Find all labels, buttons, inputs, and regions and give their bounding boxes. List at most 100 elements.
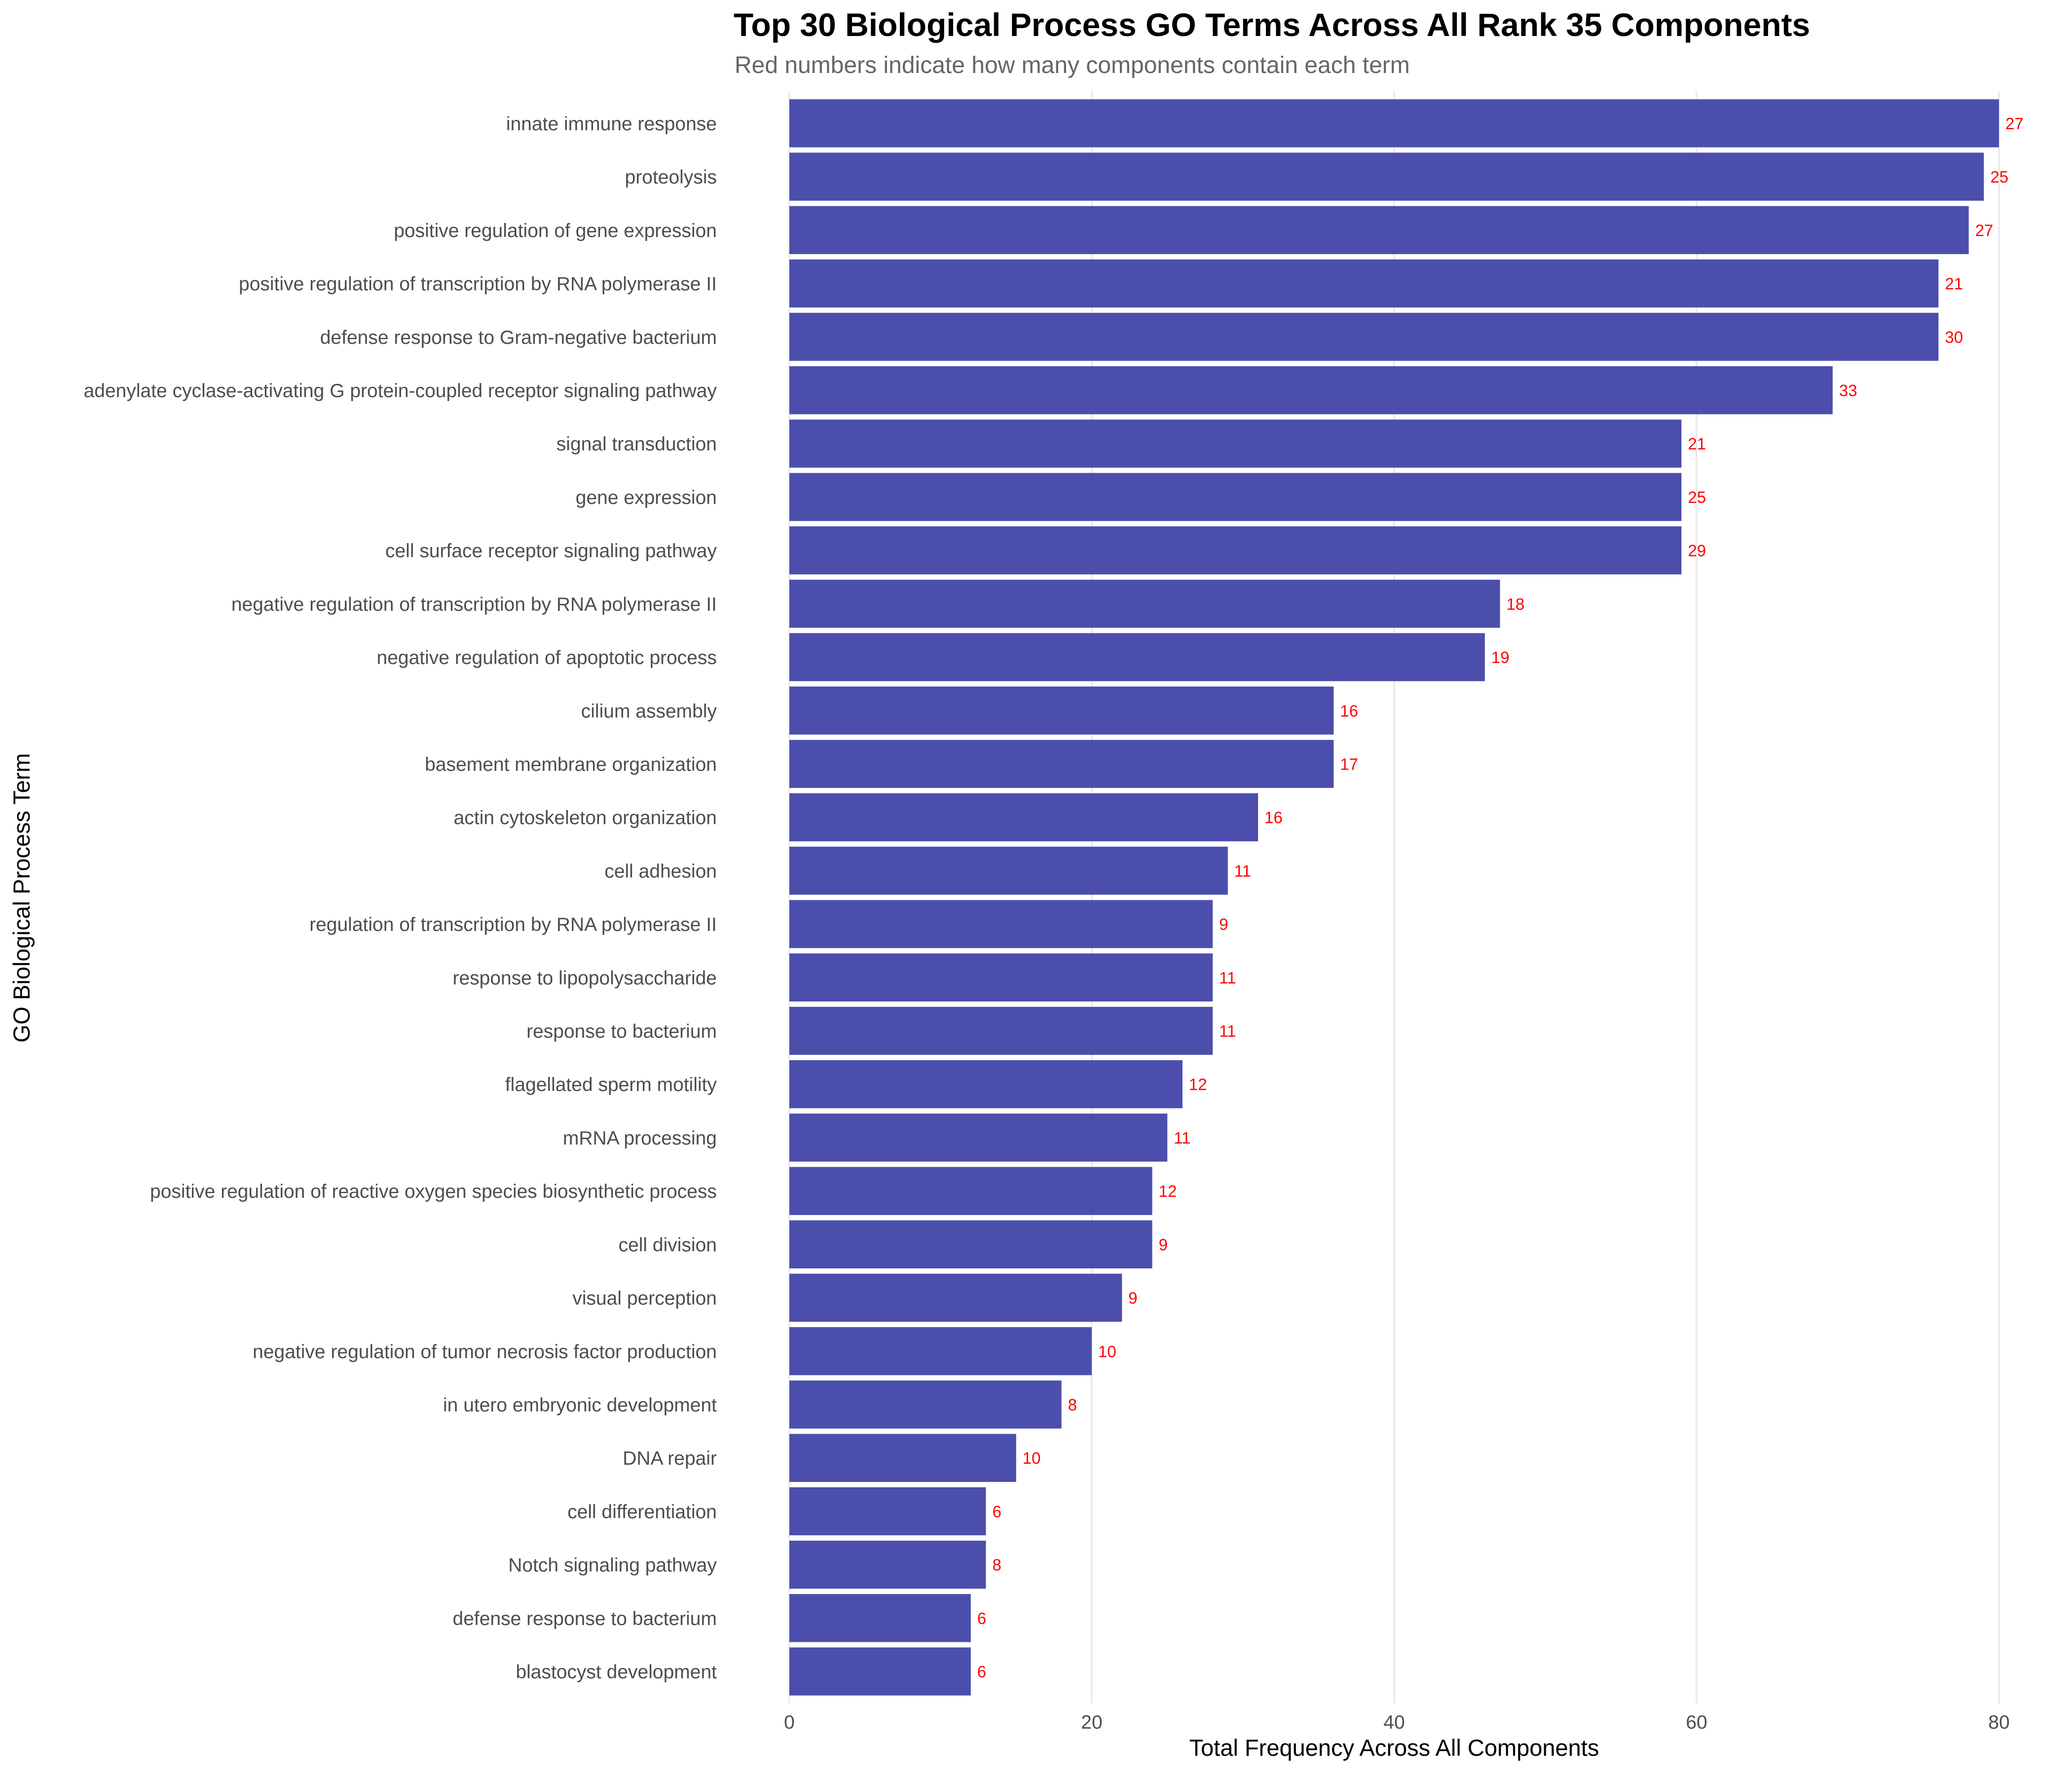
category-label-10: negative regulation of apoptotic process	[377, 647, 717, 668]
count-label-16: 11	[1219, 968, 1236, 987]
category-label-4: defense response to Gram-negative bacter…	[320, 327, 717, 348]
category-label-12: basement membrane organization	[425, 754, 717, 775]
bar-16	[789, 953, 1213, 1002]
count-label-7: 25	[1688, 488, 1706, 506]
count-label-15: 9	[1219, 915, 1228, 933]
bar-26	[789, 1487, 986, 1536]
category-label-1: proteolysis	[625, 167, 717, 188]
count-label-29: 6	[977, 1663, 986, 1681]
category-label-23: negative regulation of tumor necrosis fa…	[253, 1341, 717, 1363]
count-label-25: 10	[1023, 1449, 1041, 1467]
count-label-22: 9	[1128, 1289, 1137, 1307]
y-axis-category-labels: innate immune response proteolysis positiv…	[84, 113, 717, 1683]
bar-0	[789, 99, 1999, 148]
bar-4	[789, 313, 1939, 361]
bar-23	[789, 1327, 1092, 1375]
count-label-18: 12	[1189, 1075, 1207, 1094]
x-tick-label-0: 0	[784, 1712, 795, 1733]
chart-title: Top 30 Biological Process GO Terms Acros…	[734, 6, 1810, 43]
count-label-11: 16	[1340, 702, 1358, 720]
category-label-0: innate immune response	[506, 113, 717, 135]
count-label-26: 6	[992, 1502, 1001, 1520]
bar-24	[789, 1380, 1062, 1429]
category-label-21: cell division	[619, 1234, 717, 1256]
category-label-7: gene expression	[576, 487, 717, 508]
bar-6	[789, 419, 1682, 468]
category-label-29: blastocyst development	[516, 1662, 717, 1683]
bar-15	[789, 900, 1213, 948]
x-tick-label-40: 40	[1383, 1712, 1405, 1733]
y-axis-title: GO Biological Process Term	[8, 753, 35, 1043]
category-label-8: cell surface receptor signaling pathway	[385, 541, 717, 562]
bar-18	[789, 1060, 1183, 1109]
bar-21	[789, 1220, 1152, 1269]
category-label-3: positive regulation of transcription by …	[239, 274, 717, 295]
bar-11	[789, 686, 1334, 735]
count-label-20: 12	[1159, 1182, 1177, 1200]
count-label-10: 19	[1491, 648, 1510, 666]
x-tick-label-60: 60	[1686, 1712, 1707, 1733]
bar-19	[789, 1113, 1168, 1162]
category-label-13: actin cytoskeleton organization	[454, 808, 717, 829]
count-label-19: 11	[1174, 1129, 1190, 1147]
bar-29	[789, 1647, 971, 1696]
count-label-21: 9	[1159, 1235, 1168, 1254]
category-label-24: in utero embryonic development	[443, 1395, 717, 1416]
category-label-20: positive regulation of reactive oxygen s…	[150, 1181, 717, 1202]
category-label-28: defense response to bacterium	[453, 1608, 717, 1629]
x-axis-tick-labels: 0 20 40 60 80	[784, 1712, 2010, 1733]
count-label-28: 6	[977, 1609, 986, 1628]
bar-10	[789, 633, 1485, 681]
x-axis-title: Total Frequency Across All Components	[1189, 1735, 1599, 1761]
category-label-18: flagellated sperm motility	[505, 1074, 717, 1096]
count-label-1: 25	[1990, 168, 2008, 186]
bar-20	[789, 1167, 1152, 1215]
count-label-9: 18	[1507, 595, 1525, 613]
count-label-27: 8	[992, 1556, 1001, 1574]
bar-17	[789, 1006, 1213, 1055]
count-label-4: 30	[1945, 328, 1963, 346]
count-label-12: 17	[1340, 755, 1358, 773]
bar-14	[789, 847, 1228, 895]
bar-1	[789, 152, 1984, 201]
bar-5	[789, 366, 1833, 414]
count-label-2: 27	[1975, 221, 1994, 239]
bar-12	[789, 740, 1334, 788]
bar-22	[789, 1273, 1122, 1322]
category-label-25: DNA repair	[623, 1448, 717, 1469]
count-label-6: 21	[1688, 435, 1706, 453]
bar-2	[789, 206, 1969, 255]
category-label-26: cell differentiation	[567, 1501, 717, 1522]
bar-13	[789, 793, 1258, 842]
count-label-13: 16	[1264, 809, 1283, 827]
category-label-9: negative regulation of transcription by …	[231, 594, 717, 615]
count-label-3: 21	[1945, 275, 1963, 293]
count-label-23: 10	[1098, 1342, 1116, 1361]
category-label-17: response to bacterium	[526, 1021, 717, 1042]
x-tick-label-20: 20	[1081, 1712, 1102, 1733]
bar-7	[789, 473, 1682, 521]
count-label-17: 11	[1219, 1022, 1236, 1040]
category-label-6: signal transduction	[556, 434, 717, 455]
count-label-14: 11	[1234, 862, 1251, 880]
bar-8	[789, 526, 1682, 575]
category-label-14: cell adhesion	[604, 861, 717, 882]
category-label-5: adenylate cyclase-activating G protein-c…	[84, 380, 717, 402]
category-label-2: positive regulation of gene expression	[394, 220, 717, 241]
category-label-27: Notch signaling pathway	[508, 1555, 717, 1576]
category-label-11: cilium assembly	[581, 701, 717, 722]
bar-3	[789, 259, 1939, 308]
count-label-24: 8	[1068, 1396, 1077, 1414]
chart-subtitle: Red numbers indicate how many components…	[735, 52, 1410, 78]
category-label-22: visual perception	[572, 1288, 717, 1309]
category-label-15: regulation of transcription by RNA polym…	[309, 914, 717, 935]
category-label-16: response to lipopolysaccharide	[453, 967, 717, 989]
category-label-19: mRNA processing	[563, 1128, 717, 1149]
bars	[789, 99, 1999, 1696]
bar-27	[789, 1540, 986, 1589]
bar-28	[789, 1594, 971, 1642]
count-label-0: 27	[2005, 114, 2024, 133]
count-label-5: 33	[1839, 381, 1857, 400]
count-labels: 27 25 27 21 30 33 21 25 29 18 19 16 17 16 11 9 11 11 12 11 1…	[977, 114, 2024, 1681]
